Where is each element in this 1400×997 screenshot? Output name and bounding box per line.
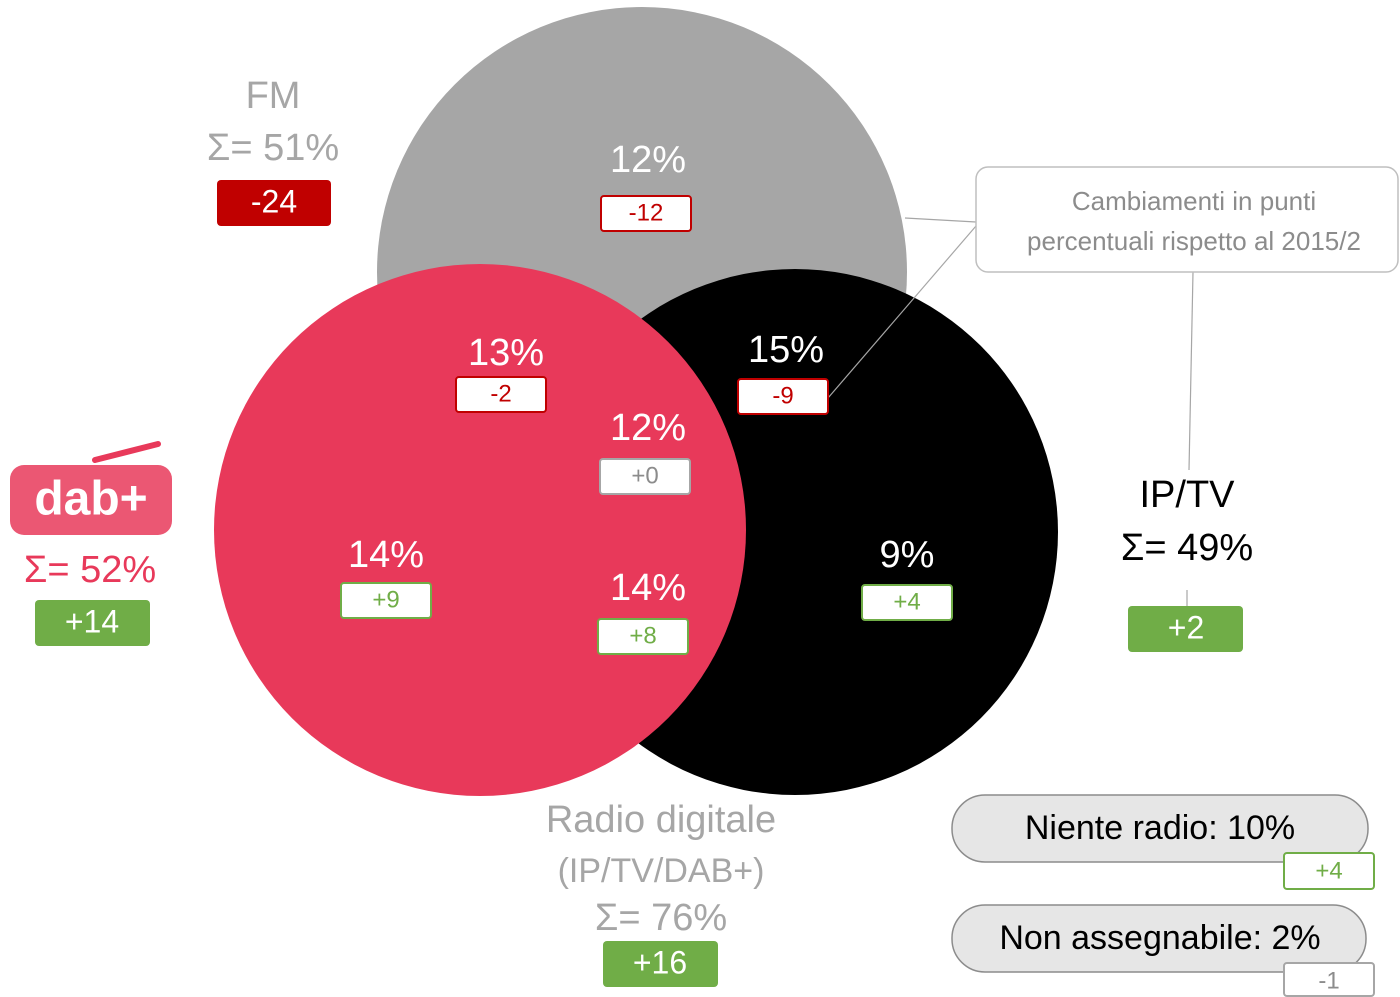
- region-change: -9: [772, 382, 793, 409]
- set-label: FM: [246, 75, 301, 117]
- set-sum: Σ= 52%: [24, 549, 156, 591]
- set-change: +2: [1168, 609, 1204, 645]
- region-value: 13%: [468, 332, 544, 374]
- note-line: Cambiamenti in punti: [1072, 186, 1316, 216]
- change-box: [737, 378, 829, 415]
- change-box: [603, 941, 718, 987]
- dab-circle: [214, 264, 746, 796]
- change-box: [340, 582, 432, 619]
- change-box: [1283, 962, 1375, 997]
- dab-logo: dab+: [10, 441, 172, 535]
- extra-change: +4: [1315, 857, 1342, 884]
- region-change: +0: [631, 462, 658, 489]
- region-value: 12%: [610, 407, 686, 449]
- change-box: [217, 180, 331, 226]
- extra-change: -1: [1318, 967, 1339, 994]
- set-change: -24: [251, 183, 297, 219]
- region-value: 15%: [748, 329, 824, 371]
- region-change: +4: [893, 588, 920, 615]
- region-value: 9%: [880, 534, 935, 576]
- change-box: [599, 458, 691, 495]
- change-box: [861, 584, 953, 621]
- digital-sublabel: (IP/TV/DAB+): [558, 852, 765, 890]
- note-line: percentuali rispetto al 2015/2: [1027, 226, 1361, 256]
- change-box: [597, 618, 689, 655]
- set-sum: Σ= 51%: [207, 127, 339, 169]
- region-value: 12%: [610, 139, 686, 181]
- digital-sum: Σ= 76%: [595, 897, 727, 939]
- digital-label: Radio digitale: [546, 799, 776, 841]
- region-change: -12: [629, 199, 664, 226]
- change-box: [455, 376, 547, 413]
- extra-pill: [951, 904, 1367, 973]
- region-value: 14%: [610, 567, 686, 609]
- region-value: 14%: [348, 534, 424, 576]
- set-label: IP/TV: [1139, 474, 1235, 516]
- extra-label: Non assegnabile: 2%: [999, 919, 1320, 957]
- note-box: [975, 166, 1399, 273]
- change-box: [1283, 852, 1375, 890]
- leader-lines: [827, 217, 1194, 606]
- set-change: +14: [65, 603, 119, 639]
- extra-pill: [951, 794, 1369, 863]
- change-box: [600, 195, 692, 232]
- region-change: +8: [629, 622, 656, 649]
- logo-text: dab+: [34, 473, 147, 526]
- extra-label: Niente radio: 10%: [1025, 809, 1295, 847]
- change-box: [35, 600, 150, 646]
- region-change: +9: [372, 586, 399, 613]
- set-sum: Σ= 49%: [1121, 527, 1253, 569]
- region-change: -2: [490, 380, 511, 407]
- change-box: [1128, 606, 1243, 652]
- digital-change: +16: [633, 944, 687, 980]
